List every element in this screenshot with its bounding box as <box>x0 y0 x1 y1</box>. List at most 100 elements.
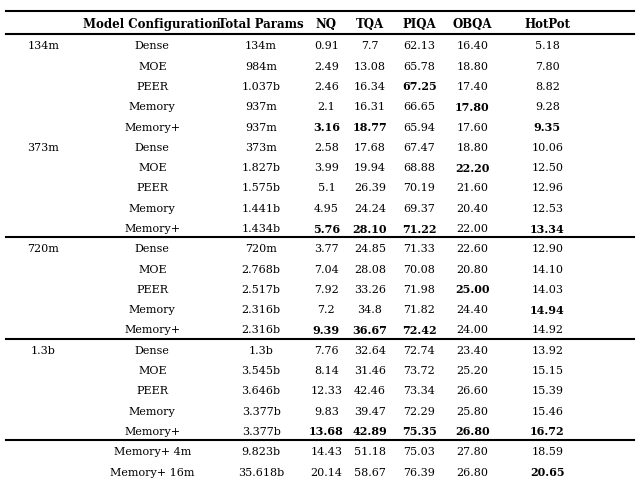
Text: 22.20: 22.20 <box>455 163 490 173</box>
Text: 68.88: 68.88 <box>403 163 435 173</box>
Text: 8.14: 8.14 <box>314 366 339 375</box>
Text: 62.14: 62.14 <box>353 487 387 488</box>
Text: 134m: 134m <box>28 41 60 51</box>
Text: 8.82: 8.82 <box>535 82 559 92</box>
Text: PEER: PEER <box>136 285 168 294</box>
Text: 13.34: 13.34 <box>530 223 564 234</box>
Text: 58.67: 58.67 <box>354 467 386 477</box>
Text: Memory: Memory <box>129 305 176 315</box>
Text: 24.24: 24.24 <box>354 203 386 213</box>
Text: 18.80: 18.80 <box>456 61 488 72</box>
Text: 16.72: 16.72 <box>530 426 564 437</box>
Text: 18.80: 18.80 <box>456 142 488 153</box>
Text: 25.80: 25.80 <box>456 406 488 416</box>
Text: 71.98: 71.98 <box>403 285 435 294</box>
Text: 28.08: 28.08 <box>354 264 386 274</box>
Text: 18.59: 18.59 <box>531 447 563 456</box>
Text: Memory: Memory <box>129 102 176 112</box>
Text: 2.46: 2.46 <box>314 82 339 92</box>
Text: 14.10: 14.10 <box>531 264 563 274</box>
Text: 2.768b: 2.768b <box>242 264 280 274</box>
Text: 70.19: 70.19 <box>403 183 435 193</box>
Text: 67.25: 67.25 <box>402 81 436 92</box>
Text: 16.40: 16.40 <box>456 41 488 51</box>
Text: 22.60: 22.60 <box>456 244 488 254</box>
Text: MOE: MOE <box>138 61 166 72</box>
Text: 26.80: 26.80 <box>455 426 490 437</box>
Text: Dense: Dense <box>135 244 170 254</box>
Text: 65.94: 65.94 <box>403 122 435 132</box>
Text: 9.35: 9.35 <box>534 122 561 133</box>
Text: 14.94: 14.94 <box>530 304 564 315</box>
Text: OBQA: OBQA <box>452 18 492 31</box>
Text: 66.65: 66.65 <box>403 102 435 112</box>
Text: 16.31: 16.31 <box>354 102 386 112</box>
Text: 5.76: 5.76 <box>313 223 340 234</box>
Text: 73.72: 73.72 <box>403 366 435 375</box>
Text: 15.15: 15.15 <box>531 366 563 375</box>
Text: 72.42: 72.42 <box>402 325 436 335</box>
Text: 20.78: 20.78 <box>309 487 344 488</box>
Text: 76.39: 76.39 <box>403 467 435 477</box>
Text: 2.517b: 2.517b <box>242 285 280 294</box>
Text: PEER: PEER <box>136 82 168 92</box>
Text: 16.34: 16.34 <box>354 82 386 92</box>
Text: 72.29: 72.29 <box>403 406 435 416</box>
Text: 75.35: 75.35 <box>402 426 436 437</box>
Text: Memory+ 64m: Memory+ 64m <box>110 487 195 488</box>
Text: Memory+: Memory+ <box>124 224 180 234</box>
Text: 31.46: 31.46 <box>354 366 386 375</box>
Text: 9.28: 9.28 <box>535 102 559 112</box>
Text: 373m: 373m <box>28 142 60 153</box>
Text: 22.00: 22.00 <box>456 224 488 234</box>
Text: 20.65: 20.65 <box>530 466 564 477</box>
Text: 13.68: 13.68 <box>309 426 344 437</box>
Text: 12.90: 12.90 <box>531 244 563 254</box>
Text: Dense: Dense <box>135 142 170 153</box>
Text: 42.89: 42.89 <box>353 426 387 437</box>
Text: TQA: TQA <box>356 18 384 31</box>
Text: 20.80: 20.80 <box>456 264 488 274</box>
Text: MOE: MOE <box>138 264 166 274</box>
Text: 14.03: 14.03 <box>531 285 563 294</box>
Text: 1.827b: 1.827b <box>242 163 280 173</box>
Text: 77.31: 77.31 <box>402 487 436 488</box>
Text: 73.34: 73.34 <box>403 386 435 396</box>
Text: PEER: PEER <box>136 183 168 193</box>
Text: Memory: Memory <box>129 203 176 213</box>
Text: 14.92: 14.92 <box>531 325 563 335</box>
Text: 2.49: 2.49 <box>314 61 339 72</box>
Text: 373m: 373m <box>245 142 277 153</box>
Text: 17.68: 17.68 <box>354 142 386 153</box>
Text: 17.60: 17.60 <box>456 122 488 132</box>
Text: 72.74: 72.74 <box>403 345 435 355</box>
Text: 28.10: 28.10 <box>353 223 387 234</box>
Text: PEER: PEER <box>136 386 168 396</box>
Text: 2.58: 2.58 <box>314 142 339 153</box>
Text: 3.99: 3.99 <box>314 163 339 173</box>
Text: 25.20: 25.20 <box>456 366 488 375</box>
Text: 9.83: 9.83 <box>314 406 339 416</box>
Text: 3.646b: 3.646b <box>241 386 281 396</box>
Text: 62.13: 62.13 <box>403 41 435 51</box>
Text: Total Params: Total Params <box>218 18 304 31</box>
Text: 13.92: 13.92 <box>531 345 563 355</box>
Text: 3.16: 3.16 <box>313 122 340 133</box>
Text: 9.823b: 9.823b <box>241 447 281 456</box>
Text: 7.92: 7.92 <box>314 285 339 294</box>
Text: 15.39: 15.39 <box>531 386 563 396</box>
Text: 1.434b: 1.434b <box>241 224 281 234</box>
Text: 1.441b: 1.441b <box>241 203 281 213</box>
Text: 65.78: 65.78 <box>403 61 435 72</box>
Text: 7.2: 7.2 <box>317 305 335 315</box>
Text: Model Configuration: Model Configuration <box>83 18 221 31</box>
Text: 12.53: 12.53 <box>531 203 563 213</box>
Text: MOE: MOE <box>138 163 166 173</box>
Text: 39.47: 39.47 <box>354 406 386 416</box>
Text: 23.40: 23.40 <box>456 345 488 355</box>
Text: 720m: 720m <box>28 244 60 254</box>
Text: 7.7: 7.7 <box>361 41 379 51</box>
Text: 12.33: 12.33 <box>310 386 342 396</box>
Text: Memory+: Memory+ <box>124 325 180 335</box>
Text: 20.47: 20.47 <box>531 487 563 488</box>
